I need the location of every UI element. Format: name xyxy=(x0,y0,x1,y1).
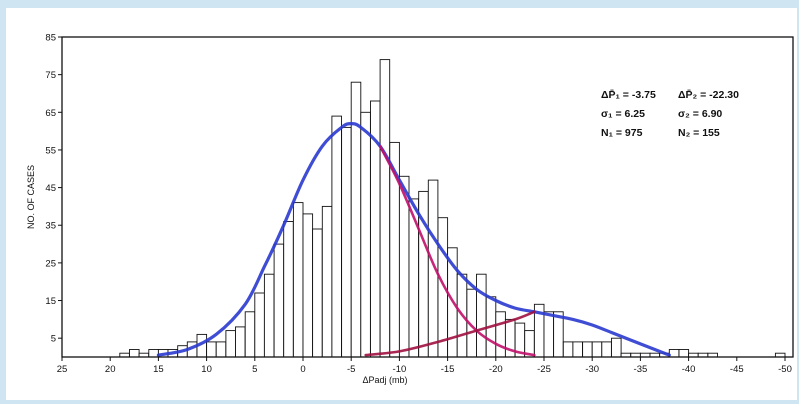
histogram-bar xyxy=(379,59,391,358)
histogram-bar xyxy=(292,202,304,358)
x-tick-label: 20 xyxy=(105,364,116,375)
x-tick-label: -40 xyxy=(682,364,696,375)
x-tick-label: -20 xyxy=(489,364,503,375)
x-tick-label: -10 xyxy=(393,364,407,375)
x-axis-title: ΔPadj (mb) xyxy=(362,375,407,385)
histogram-bar xyxy=(582,341,593,358)
histogram-bar xyxy=(302,213,314,358)
histogram-bar xyxy=(562,341,574,358)
y-tick-label: 25 xyxy=(45,258,56,269)
histogram-bar xyxy=(321,205,333,358)
histogram-bar xyxy=(476,273,487,358)
statistics-annotation: ΔP̄₁ = -3.75 ΔP̄₂ = -22.30 σ₁ = 6.25 σ₂ = 6… xyxy=(601,89,739,139)
histogram-bar xyxy=(543,311,555,358)
fit-curves xyxy=(156,122,671,357)
combined-fit-curve xyxy=(156,122,671,357)
x-tick-label: -35 xyxy=(634,364,648,375)
histogram-bar xyxy=(244,311,256,358)
x-axis-ticks: 25 20 15 10 5 0 -5 -10 -15 -20 -25 -30 -35 -40 -45 -50 xyxy=(57,357,792,375)
histogram-bar xyxy=(215,341,227,358)
histogram-bar xyxy=(206,341,217,358)
histogram-bar xyxy=(611,337,622,358)
histogram-bar xyxy=(263,273,275,358)
histogram-bar xyxy=(283,221,294,358)
stat-left-2: σ₁ = 6.25 xyxy=(601,108,645,120)
histogram-bar xyxy=(235,326,246,358)
x-tick-label: -50 xyxy=(778,364,792,375)
y-tick-label: 85 xyxy=(45,33,56,44)
y-tick-label: 75 xyxy=(45,70,56,81)
stat-right-2: σ₂ = 6.90 xyxy=(678,108,722,120)
x-tick-label: -30 xyxy=(585,364,599,375)
x-tick-label: 15 xyxy=(153,364,164,375)
y-tick-label: 65 xyxy=(45,108,56,119)
histogram-bar xyxy=(341,126,352,358)
histogram-bar xyxy=(495,311,506,358)
stat-right-3: N₂ = 155 xyxy=(678,127,720,139)
x-tick-label: 0 xyxy=(300,364,305,375)
first-component-curve xyxy=(378,144,536,357)
stat-left-1: ΔP̄₁ = -3.75 xyxy=(601,89,656,101)
histogram-bar xyxy=(254,292,265,358)
y-tick-label: 35 xyxy=(45,221,56,232)
y-tick-label: 55 xyxy=(45,145,56,156)
histogram-bar xyxy=(129,349,140,358)
histogram-bar xyxy=(591,341,603,358)
histogram-bar xyxy=(273,243,285,358)
histogram-bar xyxy=(331,115,342,358)
y-tick-label: 15 xyxy=(45,296,56,307)
histogram-bar xyxy=(148,349,159,358)
histogram-bar xyxy=(601,341,612,358)
x-tick-label: 25 xyxy=(57,364,68,375)
histogram-bar xyxy=(572,341,583,358)
y-tick-label: 5 xyxy=(51,334,56,345)
histogram-bar xyxy=(360,111,371,358)
y-tick-label: 45 xyxy=(45,183,56,194)
x-tick-label: 10 xyxy=(201,364,212,375)
y-axis-title: NO. OF CASES xyxy=(26,165,36,229)
histogram-bar xyxy=(225,330,236,358)
histogram-bar xyxy=(668,349,680,358)
stat-right-1: ΔP̄₂ = -22.30 xyxy=(678,89,739,101)
x-tick-label: -45 xyxy=(730,364,744,375)
stat-left-3: N₁ = 975 xyxy=(601,127,643,139)
histogram-bar xyxy=(312,228,323,358)
x-tick-label: -15 xyxy=(441,364,455,375)
x-tick-label: -5 xyxy=(347,364,355,375)
plot-frame xyxy=(61,36,794,358)
x-tick-label: 5 xyxy=(252,364,257,375)
x-tick-label: -25 xyxy=(537,364,551,375)
histogram-bar xyxy=(678,349,690,358)
second-component-curve xyxy=(364,310,536,357)
y-axis-ticks: 5 15 25 35 45 55 65 75 85 xyxy=(45,33,62,345)
